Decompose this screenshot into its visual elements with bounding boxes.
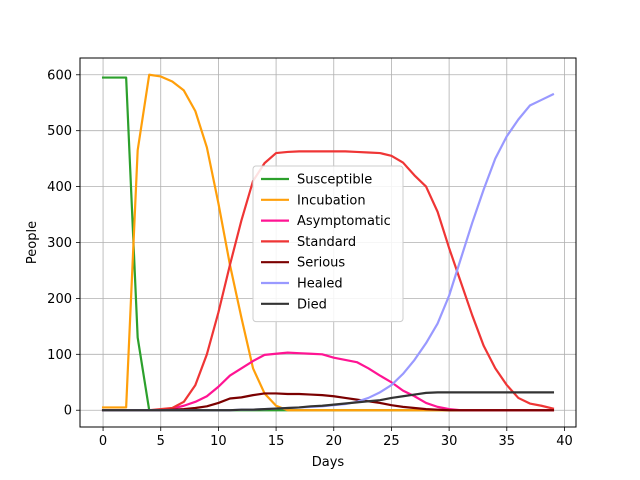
legend-box <box>252 165 404 323</box>
x-tick-label: 25 <box>383 434 400 449</box>
y-axis-label: People <box>25 221 40 264</box>
x-tick-label: 35 <box>499 434 516 449</box>
y-tick-label: 300 <box>47 236 72 251</box>
legend: Susceptible Incubation Asymptomatic Standar… <box>252 165 404 323</box>
x-tick-label: 30 <box>441 434 458 449</box>
series-line-died <box>101 391 555 412</box>
x-tick-label: 40 <box>556 434 573 449</box>
y-tick-label: 100 <box>47 348 72 363</box>
x-axis-label: Days <box>312 455 345 470</box>
series-line-standard <box>101 150 555 412</box>
y-tick-label: 500 <box>47 124 72 139</box>
y-tick-label: 600 <box>47 68 72 83</box>
legend-label-died: Died <box>297 297 327 312</box>
x-tick-label: 0 <box>99 434 107 449</box>
y-tick-label: 0 <box>64 404 72 419</box>
legend-label-susceptible: Susceptible <box>297 173 372 188</box>
legend-label-incubation: Incubation <box>297 193 366 208</box>
legend-label-standard: Standard <box>297 235 356 250</box>
x-tick-label: 10 <box>210 434 227 449</box>
x-tick-label: 20 <box>325 434 342 449</box>
legend-label-healed: Healed <box>297 277 343 292</box>
series-lines <box>101 73 555 412</box>
legend-label-asymptomatic: Asymptomatic <box>297 214 391 229</box>
x-tick-label: 15 <box>268 434 285 449</box>
y-tick-label: 400 <box>47 180 72 195</box>
y-tick-label: 200 <box>47 292 72 307</box>
x-tick-label: 5 <box>157 434 165 449</box>
legend-label-serious: Serious <box>297 256 345 271</box>
